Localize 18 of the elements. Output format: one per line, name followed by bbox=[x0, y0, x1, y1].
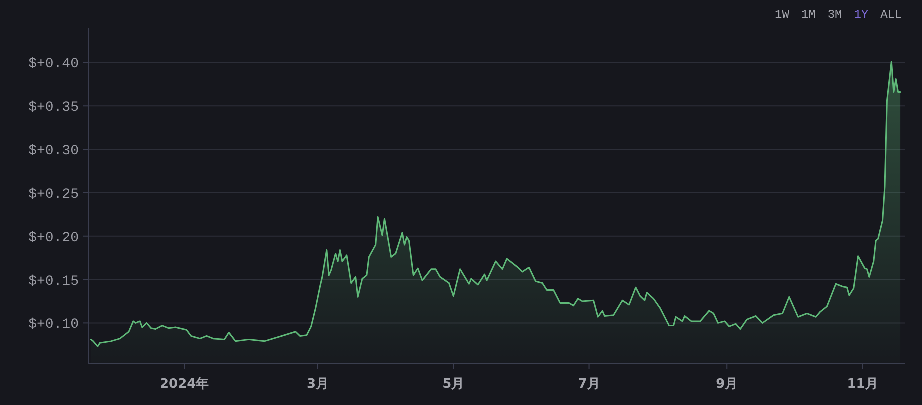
x-tick-label: 3月 bbox=[306, 377, 330, 392]
text: 1M bbox=[801, 8, 816, 22]
y-tick-label: $+0.20 bbox=[28, 230, 79, 246]
text: ALL bbox=[880, 8, 902, 22]
y-tick-label: $+0.25 bbox=[28, 186, 79, 203]
x-tick-label: 9月 bbox=[716, 377, 738, 392]
y-tick-label: $+0.10 bbox=[28, 317, 79, 334]
text: 1Y bbox=[854, 8, 869, 22]
y-tick-label: $+0.30 bbox=[28, 144, 79, 160]
x-tick-label: 2024年 bbox=[160, 377, 210, 392]
text: 3M bbox=[828, 8, 842, 22]
y-tick-label: $+0.15 bbox=[28, 274, 79, 290]
y-tick-label: $+0.40 bbox=[28, 56, 79, 73]
text: 1W bbox=[775, 8, 790, 22]
x-tick-label: 7月 bbox=[578, 377, 600, 392]
x-tick-label: 5月 bbox=[442, 377, 465, 392]
x-tick-label: 11月 bbox=[847, 377, 878, 392]
y-tick-label: $+0.35 bbox=[28, 100, 79, 116]
